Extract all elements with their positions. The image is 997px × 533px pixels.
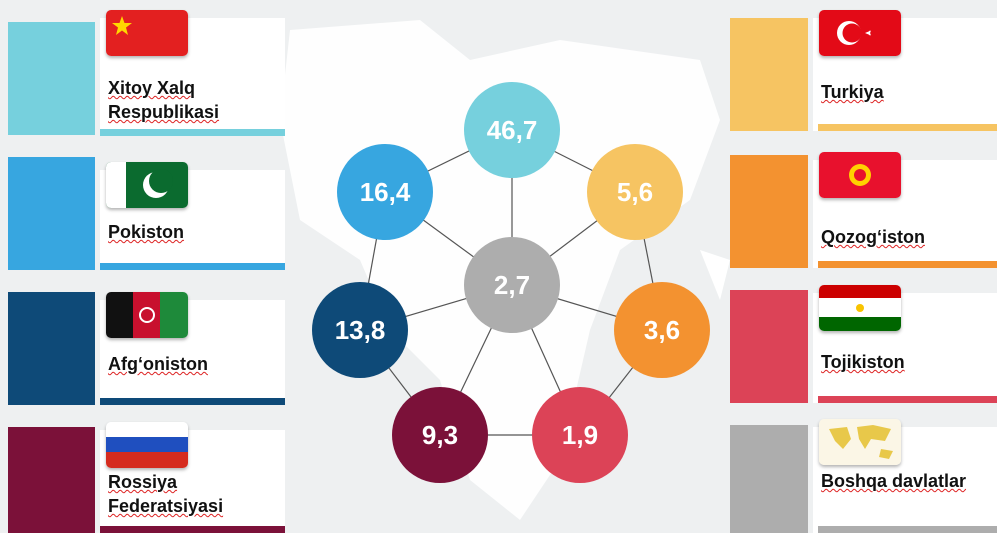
country-name: Afg‘oniston	[108, 354, 208, 374]
underline	[100, 129, 285, 136]
underline	[100, 263, 285, 270]
flag	[106, 292, 188, 338]
flag	[819, 10, 901, 56]
value-circle	[532, 387, 628, 483]
country-name: Qozog‘iston	[821, 227, 925, 247]
flag	[106, 162, 188, 208]
value-label: 3,6	[644, 315, 680, 345]
value-circle	[337, 144, 433, 240]
value-circle	[464, 237, 560, 333]
value-circle	[312, 282, 408, 378]
underline	[100, 526, 285, 533]
country-card: Qozog‘iston	[813, 152, 997, 268]
value-label: 5,6	[617, 177, 653, 207]
country-card: Rossiya Federatsiyasi	[100, 422, 285, 533]
country-name: Turkiya	[821, 82, 884, 102]
color-swatch	[730, 18, 808, 131]
country-card: Pokiston	[100, 162, 285, 270]
country-name: Tojikiston	[821, 352, 905, 372]
value-label: 46,7	[487, 115, 538, 145]
country-name: Rossiya Federatsiyasi	[108, 472, 224, 516]
country-name: Xitoy Xalq Respublikasi	[108, 78, 220, 122]
value-label: 1,9	[562, 420, 598, 450]
underline	[818, 526, 997, 533]
underline	[100, 398, 285, 405]
flag	[819, 152, 901, 198]
country-card: Xitoy Xalq Respublikasi	[100, 10, 285, 136]
color-swatch	[730, 425, 808, 533]
flag	[819, 285, 901, 331]
color-swatch	[8, 22, 95, 135]
flag	[106, 422, 188, 468]
country-name: Boshqa davlatlar	[821, 471, 967, 491]
color-swatch	[730, 290, 808, 403]
country-name: Pokiston	[108, 222, 185, 242]
color-swatch	[8, 292, 95, 405]
value-label: 13,8	[335, 315, 386, 345]
color-swatch	[8, 427, 95, 533]
value-label: 16,4	[360, 177, 411, 207]
value-circle	[614, 282, 710, 378]
color-swatch	[730, 155, 808, 268]
flag	[819, 419, 901, 465]
value-circle	[464, 82, 560, 178]
color-swatch	[8, 157, 95, 270]
value-label: 9,3	[422, 420, 458, 450]
country-card: Turkiya	[813, 10, 997, 131]
underline	[818, 261, 997, 268]
value-circle	[392, 387, 488, 483]
flag	[106, 10, 188, 56]
underline	[818, 396, 997, 403]
value-label: 2,7	[494, 270, 530, 300]
country-card: Boshqa davlatlar	[813, 419, 997, 533]
country-card: Afg‘oniston	[100, 292, 285, 405]
value-circle	[587, 144, 683, 240]
country-card: Tojikiston	[813, 285, 997, 403]
underline	[818, 124, 997, 131]
